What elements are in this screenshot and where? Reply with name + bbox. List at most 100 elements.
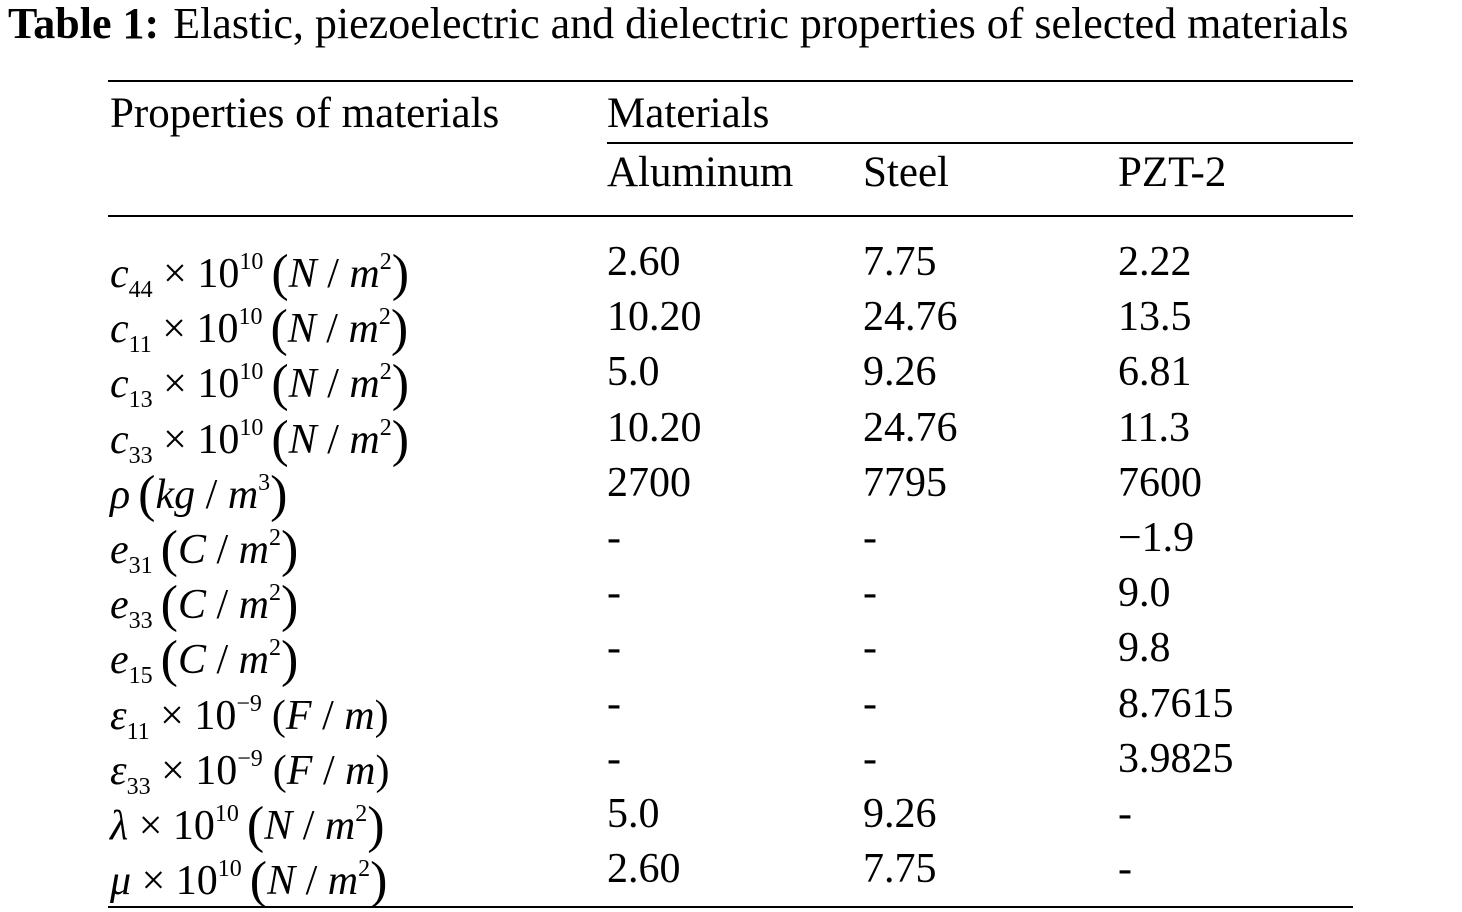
- unit-denominator: m: [349, 361, 380, 408]
- value-pzt2: 8.7615: [1118, 680, 1234, 727]
- unit-close-paren: ): [374, 692, 389, 739]
- property-symbol: c: [110, 416, 129, 463]
- unit-numerator: F: [286, 747, 313, 794]
- property-factor-exponent: 10: [214, 801, 239, 827]
- value-pzt2: 9.8: [1118, 625, 1171, 672]
- value-aluminum: -: [607, 625, 621, 672]
- property-symbol-subscript: 31: [128, 553, 153, 579]
- property-factor: × 10: [138, 803, 215, 849]
- unit-exponent: 2: [269, 580, 282, 607]
- value-aluminum: -: [607, 680, 621, 727]
- property-factor-exponent: 10: [217, 856, 242, 883]
- unit-denominator: m: [238, 582, 270, 629]
- value-pzt2: 2.22: [1118, 239, 1192, 285]
- property-label: c11 × 1010 (N / m2): [110, 300, 409, 359]
- unit-open-paren: (: [271, 410, 289, 468]
- unit-close-paren: ): [281, 631, 299, 689]
- unit-numerator: C: [177, 527, 206, 573]
- property-symbol: c: [110, 306, 129, 353]
- property-factor-exponent: 10: [239, 249, 264, 275]
- unit-open-paren: (: [160, 521, 178, 578]
- property-label: e33 (C / m2): [110, 576, 299, 635]
- unit-open-paren: (: [271, 245, 289, 302]
- value-steel: 7.75: [863, 846, 937, 893]
- unit-open-paren: (: [246, 797, 265, 854]
- unit-numerator: N: [264, 803, 293, 849]
- property-symbol: ε: [110, 692, 127, 739]
- value-pzt2: −1.9: [1118, 515, 1195, 561]
- materials-header: Materials: [607, 90, 770, 137]
- unit-denominator: m: [324, 803, 356, 849]
- unit-denominator: m: [227, 471, 259, 518]
- property-symbol-subscript: 44: [128, 277, 153, 303]
- property-factor: × 10: [163, 416, 240, 463]
- value-aluminum: 10.20: [607, 294, 702, 341]
- value-aluminum: 2.60: [607, 239, 681, 285]
- unit-denominator: m: [238, 527, 270, 573]
- unit-exponent: 3: [258, 469, 271, 496]
- header-rule: [108, 215, 1353, 217]
- property-factor-exponent: 10: [238, 304, 263, 331]
- value-steel: 9.26: [863, 791, 937, 837]
- unit-exponent: 2: [269, 525, 282, 551]
- property-symbol: ε: [110, 747, 127, 794]
- value-steel: 9.26: [863, 349, 937, 396]
- property-label: ρ (kg / m3): [110, 465, 288, 523]
- value-steel: 7.75: [863, 239, 937, 285]
- unit-numerator: kg: [155, 471, 196, 518]
- unit-open-paren: (: [271, 355, 289, 413]
- unit-open-paren: (: [271, 692, 286, 739]
- unit-exponent: 2: [379, 249, 392, 275]
- unit-exponent: 2: [269, 635, 282, 662]
- unit-close-paren: ): [370, 852, 388, 910]
- property-label: μ × 1010 (N / m2): [110, 852, 388, 910]
- property-symbol: c: [110, 251, 129, 297]
- value-steel: 24.76: [863, 404, 958, 451]
- unit-denominator: m: [348, 306, 379, 353]
- unit-close-paren: ): [391, 410, 410, 468]
- property-label: ε11 × 10−9 (F / m): [110, 690, 389, 745]
- property-symbol: e: [110, 637, 129, 684]
- unit-close-paren: ): [391, 355, 410, 413]
- value-steel: -: [863, 570, 877, 617]
- value-pzt2: 9.0: [1118, 570, 1171, 617]
- unit-numerator: N: [287, 306, 316, 353]
- property-label: e15 (C / m2): [110, 631, 299, 690]
- unit-close-paren: ): [281, 576, 299, 634]
- value-aluminum: -: [607, 735, 621, 782]
- bottom-rule: [108, 906, 1353, 908]
- property-symbol-subscript: 33: [126, 773, 151, 800]
- value-aluminum: -: [607, 515, 621, 561]
- property-factor-exponent: 10: [239, 414, 264, 441]
- property-factor: × 10: [162, 306, 239, 353]
- property-factor: × 10: [161, 747, 238, 794]
- unit-exponent: 2: [378, 304, 391, 331]
- unit-exponent: 2: [379, 359, 392, 386]
- unit-open-paren: (: [160, 631, 178, 689]
- property-factor: × 10: [160, 692, 237, 739]
- value-steel: 24.76: [863, 294, 958, 341]
- unit-close-paren: ): [281, 521, 299, 578]
- property-factor-exponent: −9: [237, 745, 263, 772]
- table-caption-text: Elastic, piezoelectric and dielectric pr…: [173, 0, 1349, 48]
- value-pzt2: 11.3: [1118, 404, 1190, 451]
- unit-denominator: m: [327, 858, 359, 905]
- property-symbol: c: [110, 361, 129, 408]
- property-label: e31 (C / m2): [110, 521, 299, 580]
- property-symbol: e: [110, 527, 129, 573]
- unit-numerator: N: [288, 361, 317, 408]
- unit-denominator: m: [345, 747, 376, 794]
- unit-close-paren: ): [391, 245, 410, 302]
- value-aluminum: 5.0: [607, 791, 660, 837]
- unit-close-paren: ): [367, 797, 385, 854]
- property-symbol: e: [110, 582, 129, 629]
- property-symbol: λ: [110, 803, 129, 849]
- unit-denominator: m: [344, 692, 375, 739]
- top-rule: [108, 80, 1353, 82]
- unit-open-paren: (: [249, 852, 268, 910]
- property-symbol-subscript: 11: [126, 718, 150, 745]
- property-symbol-subscript: 15: [128, 663, 153, 690]
- unit-open-paren: (: [160, 576, 178, 634]
- unit-numerator: N: [288, 416, 317, 463]
- property-symbol-subscript: 33: [128, 608, 153, 635]
